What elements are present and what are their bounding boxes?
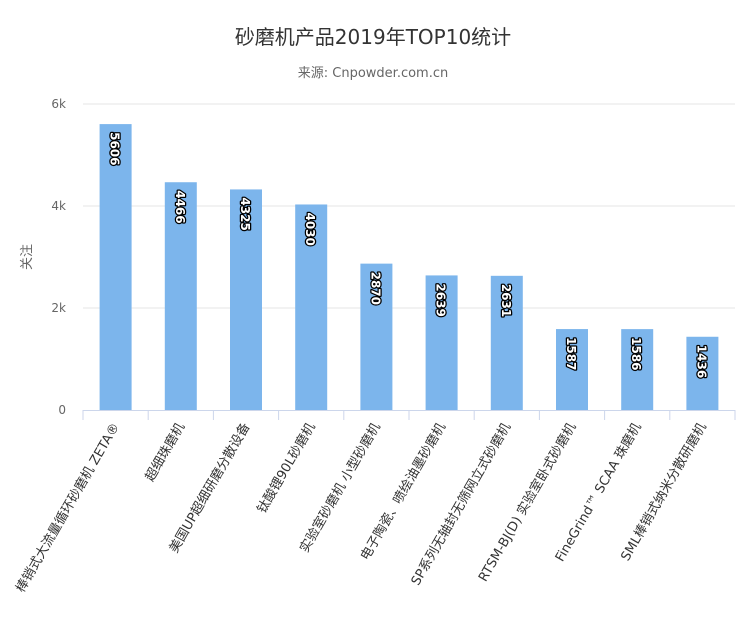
chart-title: 砂磨机产品2019年TOP10统计 (235, 25, 511, 49)
bar (230, 189, 262, 410)
data-label: 1436 (694, 345, 708, 378)
data-label: 5606 (108, 132, 122, 165)
bar (295, 204, 328, 410)
bar (621, 329, 654, 410)
data-label: 4325 (238, 197, 252, 230)
bar (490, 275, 523, 410)
x-category-label: 棒销式大流量循环砂磨机 ZETA® (14, 421, 124, 596)
data-label: 4466 (173, 190, 187, 223)
data-label: 2631 (499, 284, 513, 317)
bar (556, 329, 588, 410)
y-tick-label: 2k (51, 301, 66, 315)
y-tick-label: 6k (51, 97, 66, 111)
bar (360, 263, 393, 410)
bar (425, 275, 458, 410)
data-label: 4030 (303, 212, 317, 245)
y-tick-label: 0 (58, 403, 66, 417)
y-axis-label: 关注 (20, 244, 35, 270)
chart-subtitle: 来源: Cnpowder.com.cn (298, 66, 448, 81)
data-label: 1586 (629, 337, 643, 370)
bar (99, 124, 132, 411)
y-tick-label: 4k (51, 199, 66, 213)
x-category-label: 钛酸锂90L砂磨机 (255, 421, 319, 517)
data-label: 2870 (368, 272, 382, 305)
bar (164, 182, 197, 410)
data-label: 1587 (564, 337, 578, 370)
data-label: 2639 (434, 283, 448, 316)
bar (686, 336, 719, 410)
x-category-label: 超细珠磨机 (143, 421, 188, 485)
